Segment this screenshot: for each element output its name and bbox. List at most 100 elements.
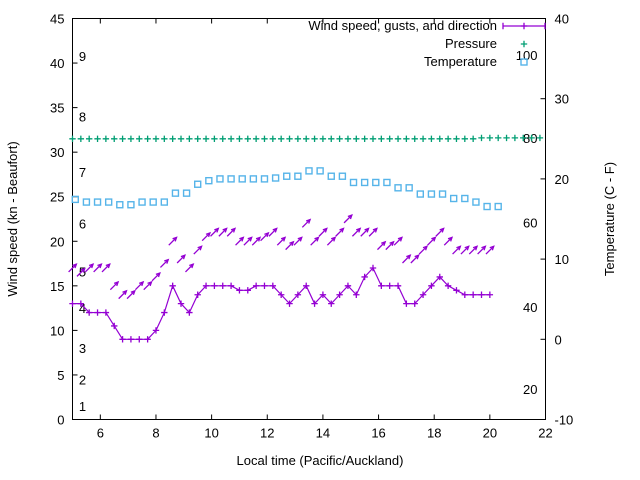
gust-arrow-shaft (210, 228, 219, 237)
temperature-point (171, 189, 180, 197)
gust-arrow-head (314, 236, 320, 242)
gust-arrow-shaft (84, 263, 94, 273)
pressure-point (136, 135, 143, 142)
gust-arrow-head (88, 263, 95, 269)
x-tick-label: 12 (260, 426, 274, 441)
gust-arrow-head (72, 263, 78, 269)
pressure-point (361, 135, 368, 142)
beaufort-label: 7 (79, 165, 86, 180)
plot-frame (72, 18, 546, 420)
pressure-point (177, 135, 185, 142)
temperature-point (294, 172, 302, 180)
y2-tick-label: 30 (555, 92, 569, 107)
wind-speed-point (478, 291, 485, 298)
x-tick-label: 10 (204, 426, 218, 441)
pressure-point (286, 135, 293, 142)
y-tick-label: 20 (50, 234, 64, 249)
pressure-point (227, 135, 235, 142)
gust-arrow-shaft (168, 236, 178, 246)
pressure-point (495, 134, 502, 142)
pressure-point (236, 135, 243, 142)
beaufort-label: 6 (79, 216, 86, 231)
pressure-point (244, 135, 251, 142)
beaufort-label: 5 (79, 265, 86, 280)
temperature-point (438, 190, 447, 198)
wind-speed-point (428, 282, 435, 290)
wind-speed-point (194, 291, 201, 298)
gust-arrow-shaft (410, 254, 420, 264)
pressure-point (453, 135, 460, 142)
wind-speed-point (252, 282, 260, 290)
gust-arrow-head (222, 227, 228, 233)
gust-arrow-head (255, 236, 262, 242)
wind-speed-point (177, 300, 185, 307)
beaufort-label: 1 (79, 399, 86, 414)
gust-arrow-shaft (226, 228, 236, 237)
pressure-point (252, 135, 260, 142)
gust-arrow-head (272, 227, 278, 233)
x-tick-label: 6 (97, 426, 104, 441)
wind-speed-point (102, 309, 110, 316)
y-tick-label: 0 (57, 413, 64, 428)
wind-speed-point (227, 282, 235, 290)
gust-arrow-head (397, 236, 403, 242)
pressure-point (403, 135, 410, 142)
temperature-point (71, 195, 79, 204)
wind-speed-point (386, 282, 393, 290)
plot-border (72, 18, 546, 420)
wind-speed-point (119, 336, 126, 343)
gust-arrow-shaft (151, 272, 161, 282)
pressure-point (511, 134, 519, 142)
gust-arrow-head (339, 227, 345, 233)
wind-speed-point (294, 291, 302, 298)
legend-label-0: Wind speed, gusts, and direction (308, 18, 497, 33)
pressure-point (536, 134, 544, 142)
gust-arrow-shaft (485, 245, 495, 255)
pressure-point (69, 135, 76, 142)
temperature-point (360, 178, 369, 187)
wind-speed-point (69, 300, 76, 307)
gust-arrow-head (264, 231, 270, 238)
gust-arrow-head (472, 245, 479, 251)
gust-arrow-shaft (260, 232, 269, 242)
pressure-point (336, 135, 343, 142)
wind-speed-point (303, 282, 310, 290)
wind-speed-point (161, 309, 168, 316)
y-axis-title: Wind speed (kn - Beaufort) (5, 141, 20, 296)
gust-arrow-head (138, 280, 145, 287)
y-tick-label: 35 (50, 101, 64, 116)
gust-arrow-head (364, 227, 370, 233)
temperature-point (461, 194, 469, 203)
temperature-point (494, 202, 502, 211)
gust-arrow-shaft (218, 228, 228, 237)
temperature-point (394, 184, 402, 192)
x-tick-label: 22 (538, 426, 552, 441)
wind-speed-point (453, 287, 460, 294)
pressure-point (478, 134, 485, 142)
pressure-point (328, 135, 335, 142)
gust-arrow-shaft (193, 245, 203, 255)
wind-speed-point (369, 264, 377, 272)
gust-arrow-shaft (376, 241, 386, 251)
pressure-point (469, 135, 477, 142)
axis-titles: Local time (Pacific/Auckland) Wind speed … (5, 141, 617, 468)
temperature-point (104, 198, 113, 206)
pressure-point (344, 135, 352, 142)
gust-arrow-head (447, 236, 454, 242)
temperature-point (271, 174, 280, 182)
y2-tick-label: 40 (555, 12, 569, 27)
gust-arrow-head (431, 236, 437, 242)
series-wind-gusts (68, 214, 495, 300)
pressure-point (186, 135, 193, 142)
gust-arrow-head (330, 236, 337, 242)
wind-speed-point (378, 282, 385, 290)
temperature-point (472, 198, 480, 206)
gust-arrow-head (130, 289, 136, 296)
temperature-point (194, 180, 202, 188)
wind-speed-point (461, 291, 469, 298)
beaufort-label: 8 (79, 110, 86, 125)
gust-arrow-shaft (310, 236, 319, 246)
pressure-point (461, 135, 469, 142)
